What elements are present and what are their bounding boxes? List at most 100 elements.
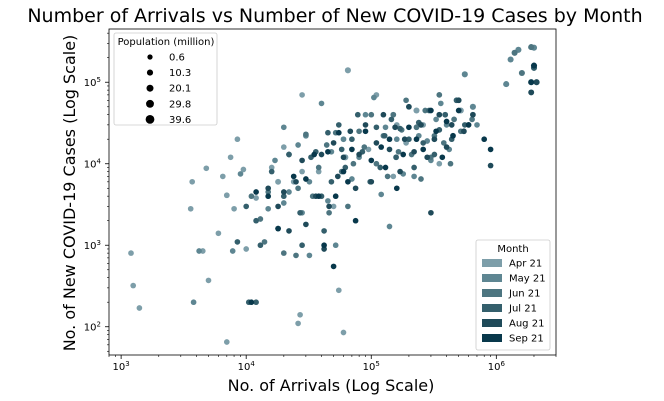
color-legend-label: Sep 21 [509,334,544,345]
data-point [439,154,446,161]
data-point [465,122,472,128]
points-layer [128,44,540,345]
color-legend-item: Jul 21 [482,304,537,315]
data-point [420,146,427,153]
data-point [413,136,420,143]
data-point [280,189,287,195]
x-axis-label: No. of Arrivals (Log Scale) [228,376,435,395]
data-point [128,250,134,256]
data-point [437,100,444,107]
data-point [253,195,259,201]
data-point [219,173,226,180]
size-legend-marker [146,84,154,92]
data-point [382,164,389,171]
data-point [470,111,476,118]
data-point [290,173,297,180]
size-legend-label: 10.3 [169,68,191,79]
data-point [393,154,399,161]
data-point [487,162,494,169]
data-point [418,122,424,128]
data-point [362,111,369,118]
data-point [411,173,417,180]
data-point [356,128,362,135]
data-point [234,239,241,245]
data-point [265,193,272,200]
data-point [528,44,535,51]
data-point [223,192,230,199]
size-legend-marker [145,115,155,124]
data-point [303,221,309,228]
color-legend-swatch [482,304,502,312]
data-point [403,97,409,104]
size-legend-title: Population (million) [118,37,215,48]
size-legend-label: 0.6 [169,53,185,64]
data-point [533,79,540,86]
data-point [395,148,402,155]
data-point [293,252,299,259]
data-point [461,128,467,135]
data-point [237,171,244,177]
data-point [321,242,327,249]
size-legend-item: 29.8 [146,99,191,110]
x-tick-label: 104 [238,360,256,373]
data-point [461,71,468,78]
data-point [511,49,518,56]
data-point [340,168,347,175]
data-point [286,151,292,158]
data-point [377,164,384,171]
data-point [321,228,327,234]
color-legend-item: Jun 21 [482,289,541,300]
data-point [243,246,250,252]
size-legend-marker [147,54,153,60]
data-point [136,305,143,311]
data-point [406,103,412,110]
data-point [455,97,462,104]
data-point [315,193,322,200]
data-point [330,203,337,210]
data-point [227,154,234,161]
data-point [330,263,337,270]
data-point [318,151,325,158]
data-point [431,151,438,158]
color-legend-swatch [482,334,502,342]
data-point [368,111,375,118]
data-point [382,124,389,131]
data-point [368,157,375,164]
data-point [373,124,380,131]
size-legend-label: 39.6 [169,115,191,126]
data-point [272,157,278,164]
data-point [334,173,341,180]
data-point [413,124,420,131]
color-legend-label: May 21 [509,274,546,285]
data-point [447,160,454,167]
data-point [397,168,403,175]
data-point [469,103,476,110]
data-point [347,128,354,135]
data-point [378,191,385,198]
data-point [323,142,330,148]
size-legend-label: 29.8 [169,99,191,110]
data-point [280,144,287,150]
color-legend-title: Month [497,244,528,255]
data-point [243,203,250,210]
data-point [253,217,259,224]
data-point [507,56,514,63]
data-point [275,225,281,232]
data-point [428,107,434,114]
y-tick-label: 104 [84,158,102,171]
data-point [518,69,525,77]
data-point [332,242,339,249]
data-point [361,144,368,150]
data-point [378,144,385,150]
data-point [295,185,301,192]
color-legend-swatch [482,289,502,297]
data-point [303,131,309,138]
data-point [261,239,268,245]
data-point [413,107,420,114]
data-point [187,205,194,212]
data-point [303,176,309,182]
color-legend-swatch [482,259,502,267]
data-point [352,217,359,224]
data-point [286,189,292,195]
data-point [350,160,357,167]
